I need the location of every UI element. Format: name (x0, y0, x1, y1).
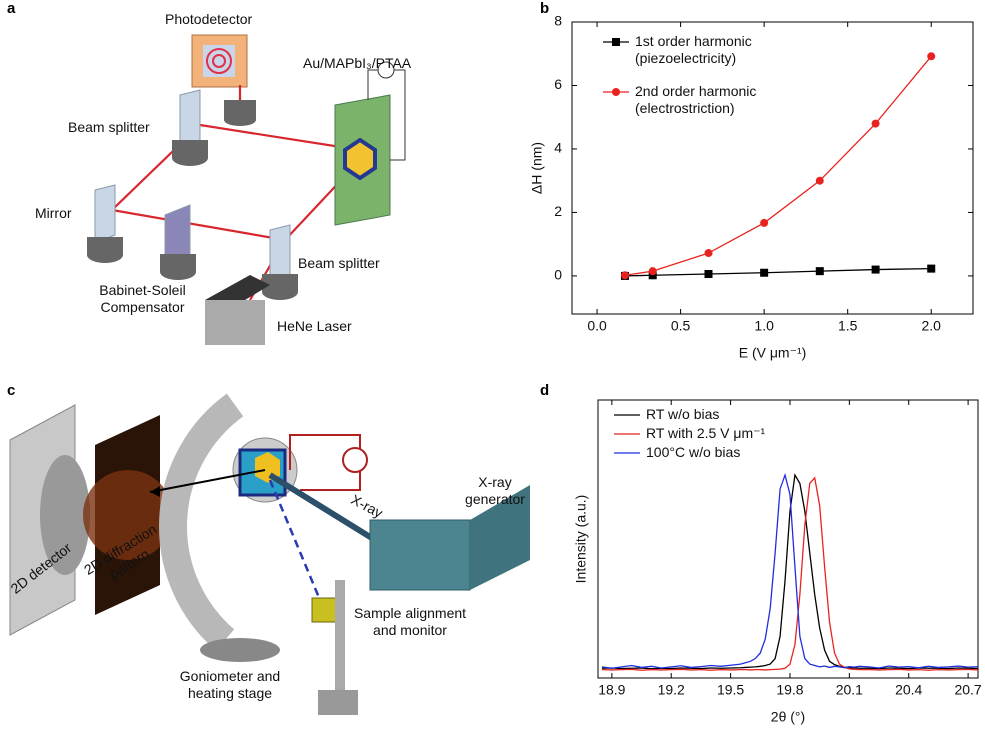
marker (621, 271, 629, 279)
marker (872, 120, 880, 128)
marker (927, 52, 935, 60)
x-tick-label: 20.4 (895, 682, 922, 698)
x-tick-label: 1.5 (838, 318, 858, 334)
figure-canvas: 0.0 0.5 1.0 1.5 2.0 0 2 4 6 8 E (V μm⁻¹) ΔH (nm) 18.… (0, 0, 985, 749)
x-tick-label: 2.0 (921, 318, 941, 334)
y-axis-label: Intensity (a.u.) (573, 495, 589, 584)
figure: 0.0 0.5 1.0 1.5 2.0 0 2 4 6 8 E (V μm⁻¹) ΔH (nm) 18.… (0, 0, 985, 749)
camera-post (335, 580, 345, 700)
x-tick-label: 20.1 (836, 682, 863, 698)
diagram-label: Beam splitter (68, 119, 150, 136)
x-tick-label: 0.0 (587, 318, 607, 334)
legend-label: 1st order harmonic (piezoelectricity) (635, 33, 775, 67)
diagram-label: Goniometer and heating stage (160, 668, 300, 702)
x-tick-label: 1.0 (754, 318, 774, 334)
marker (816, 177, 824, 185)
diagram-label: X-ray generator (450, 474, 540, 508)
diagram-label: Beam splitter (298, 255, 380, 272)
camera (312, 598, 338, 622)
marker (927, 265, 935, 273)
diagram-label: Mirror (35, 205, 72, 222)
y-tick-label: 2 (554, 203, 562, 219)
y-tick-label: 8 (554, 13, 562, 29)
laser-stand (205, 300, 265, 345)
goniometer-arc (173, 405, 235, 640)
panel-label: b (540, 0, 549, 17)
legend-label: 2nd order harmonic (electrostriction) (635, 83, 775, 117)
legend-label: RT with 2.5 V μm⁻¹ (646, 425, 906, 442)
diagram-label: HeNe Laser (277, 318, 352, 335)
x-tick-label: 19.2 (658, 682, 685, 698)
x-tick-label: 0.5 (671, 318, 691, 334)
legend-marker (612, 38, 620, 46)
series-line (602, 475, 978, 669)
panel-label: d (540, 382, 549, 399)
marker (872, 266, 880, 274)
x-axis-label: E (V μm⁻¹) (739, 345, 807, 361)
y-tick-label: 4 (554, 140, 562, 156)
marker (649, 267, 657, 275)
panel-label: c (7, 382, 15, 399)
x-tick-label: 18.9 (598, 682, 625, 698)
generator (370, 520, 470, 590)
marker (705, 270, 713, 278)
diagram-label: Photodetector (165, 11, 252, 28)
y-tick-label: 6 (554, 76, 562, 92)
legend-label: 100°C w/o bias (646, 444, 906, 461)
series-line (602, 475, 978, 668)
marker (760, 219, 768, 227)
marker (705, 249, 713, 257)
x-tick-label: 19.8 (776, 682, 803, 698)
stage-base (200, 638, 280, 662)
legend-label: RT w/o bias (646, 406, 906, 423)
diagram-label: Au/MAPbI₃/PTAA (303, 55, 411, 72)
x-axis-label: 2θ (°) (771, 709, 805, 725)
camera-base (318, 690, 358, 715)
ac-source (343, 448, 367, 472)
y-tick-label: 0 (554, 267, 562, 283)
y-axis-label: ΔH (nm) (529, 142, 545, 194)
legend-marker (612, 88, 620, 96)
panel-label: a (7, 0, 15, 17)
sample-electrode (345, 140, 375, 178)
marker (760, 269, 768, 277)
diagram-label: Babinet-Soleil Compensator (75, 282, 210, 316)
x-tick-label: 20.7 (954, 682, 981, 698)
series-line (625, 269, 931, 276)
x-tick-label: 19.5 (717, 682, 744, 698)
diagram-label: Sample alignment and monitor (345, 605, 475, 639)
marker (816, 267, 824, 275)
